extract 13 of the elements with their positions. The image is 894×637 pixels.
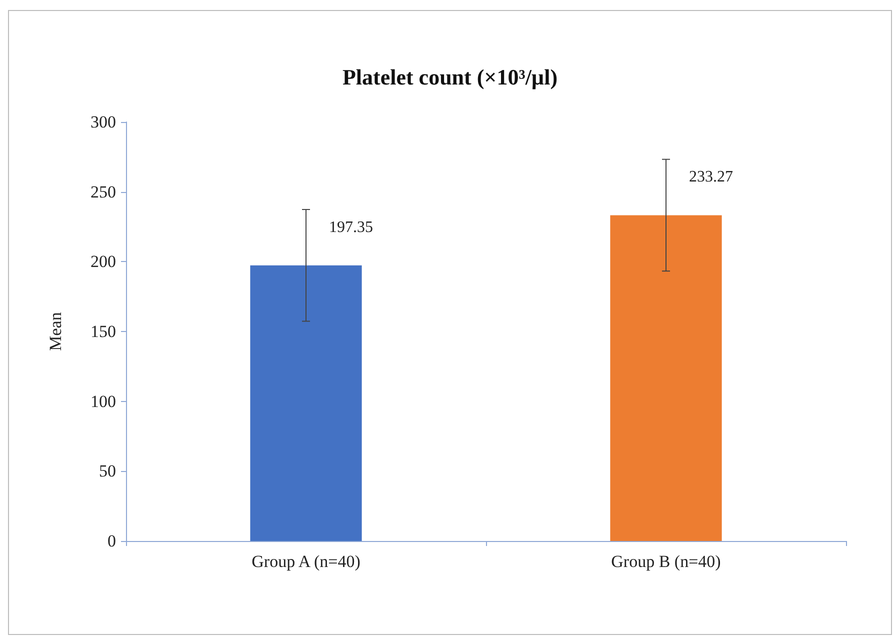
- x-tick-label: Group B (n=40): [611, 552, 721, 571]
- chart-title: Platelet count (×10³/µl): [342, 64, 558, 90]
- data-label: 197.35: [329, 218, 373, 236]
- y-tick-label: 300: [90, 112, 116, 132]
- y-axis-title: Mean: [46, 312, 65, 351]
- x-tick-label: Group A (n=40): [252, 552, 360, 571]
- y-tick-label: 150: [90, 322, 116, 341]
- y-tick-label: 50: [99, 462, 116, 481]
- y-tick-label: 0: [108, 532, 116, 550]
- y-tick-label: 100: [90, 392, 116, 411]
- y-tick-label: 250: [90, 182, 116, 202]
- y-tick-label: 200: [90, 252, 116, 272]
- data-label: 233.27: [689, 168, 733, 186]
